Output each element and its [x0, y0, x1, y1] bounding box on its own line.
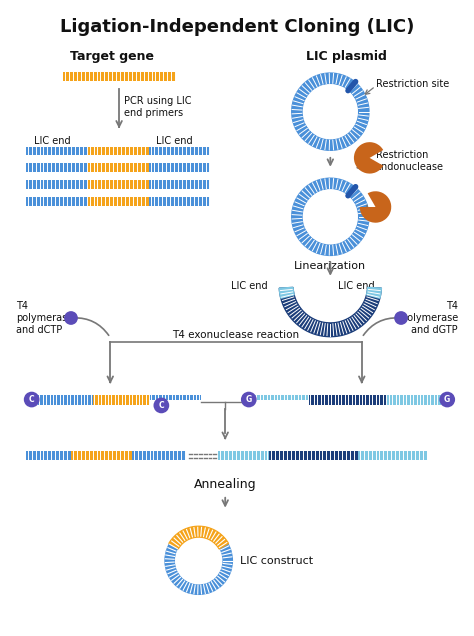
Bar	[132, 455, 186, 460]
Bar	[37, 398, 92, 400]
Bar	[88, 180, 148, 184]
Text: Ligation-Independent Cloning (LIC): Ligation-Independent Cloning (LIC)	[60, 18, 414, 36]
Bar	[37, 395, 92, 398]
Bar	[387, 403, 441, 405]
Bar	[387, 395, 441, 398]
Bar	[150, 395, 201, 398]
Bar	[219, 451, 269, 455]
Text: Linearization: Linearization	[294, 261, 366, 271]
Text: LIC plasmid: LIC plasmid	[306, 50, 386, 63]
Bar	[88, 201, 148, 205]
Bar	[92, 398, 150, 400]
Wedge shape	[354, 142, 383, 174]
Bar	[309, 400, 387, 403]
Polygon shape	[169, 526, 228, 549]
Bar	[37, 400, 92, 403]
Text: C: C	[29, 395, 35, 404]
Text: LIC end: LIC end	[231, 280, 267, 291]
Text: Target gene: Target gene	[70, 50, 154, 63]
Circle shape	[303, 84, 358, 139]
Circle shape	[439, 392, 455, 408]
Text: LIC end: LIC end	[34, 136, 70, 146]
Bar	[255, 395, 309, 398]
Bar	[26, 451, 71, 455]
Polygon shape	[279, 287, 294, 298]
Text: T4
polymerase
and dCTP: T4 polymerase and dCTP	[16, 301, 73, 335]
Bar	[148, 151, 210, 155]
Bar	[358, 451, 427, 455]
Bar	[309, 398, 387, 400]
Bar	[148, 168, 210, 172]
Text: Annealing: Annealing	[194, 478, 256, 490]
Bar	[26, 146, 88, 151]
Polygon shape	[366, 287, 382, 298]
Bar	[71, 455, 132, 460]
Bar	[92, 403, 150, 405]
Bar	[88, 184, 148, 189]
Text: LIC end: LIC end	[156, 136, 193, 146]
Text: C: C	[158, 401, 164, 410]
Bar	[148, 180, 210, 184]
Bar	[26, 168, 88, 172]
Bar	[71, 451, 132, 455]
Bar	[92, 400, 150, 403]
Circle shape	[241, 392, 256, 408]
Circle shape	[154, 398, 169, 413]
Bar	[92, 395, 150, 398]
Bar	[387, 400, 441, 403]
Circle shape	[64, 311, 78, 325]
Bar	[26, 180, 88, 184]
Text: G: G	[444, 395, 450, 404]
Text: LIC end: LIC end	[338, 280, 375, 291]
Bar	[88, 163, 148, 168]
Bar	[26, 455, 71, 460]
Circle shape	[303, 190, 358, 244]
Bar	[132, 451, 186, 455]
Text: PCR using LIC
end primers: PCR using LIC end primers	[124, 96, 191, 118]
Text: LIC construct: LIC construct	[240, 556, 313, 565]
Bar	[88, 151, 148, 155]
Bar	[148, 146, 210, 151]
Bar	[150, 398, 201, 400]
Bar	[37, 403, 92, 405]
Bar	[26, 184, 88, 189]
Bar	[88, 168, 148, 172]
Bar	[219, 455, 269, 460]
Bar	[148, 197, 210, 201]
Text: Restriction site: Restriction site	[375, 80, 449, 89]
Bar	[269, 455, 358, 460]
Bar	[63, 72, 176, 76]
Bar	[88, 197, 148, 201]
Bar	[148, 201, 210, 205]
Bar	[269, 451, 358, 455]
Text: G: G	[246, 395, 252, 404]
Bar	[26, 197, 88, 201]
Bar	[255, 398, 309, 400]
Bar	[387, 398, 441, 400]
Circle shape	[394, 311, 408, 325]
Bar	[88, 146, 148, 151]
Bar	[309, 403, 387, 405]
Text: Restriction
endonuclease: Restriction endonuclease	[375, 150, 444, 172]
Bar	[358, 455, 427, 460]
Wedge shape	[360, 191, 391, 223]
Bar	[26, 151, 88, 155]
Bar	[26, 201, 88, 205]
Circle shape	[175, 537, 222, 584]
Bar	[26, 163, 88, 168]
Polygon shape	[279, 287, 382, 336]
Bar	[148, 184, 210, 189]
Bar	[309, 395, 387, 398]
Text: T4 exonuclease reaction: T4 exonuclease reaction	[173, 329, 300, 340]
Bar	[148, 163, 210, 168]
Bar	[63, 76, 176, 81]
Text: T4
polymerase
and dGTP: T4 polymerase and dGTP	[401, 301, 458, 335]
Circle shape	[24, 392, 39, 408]
